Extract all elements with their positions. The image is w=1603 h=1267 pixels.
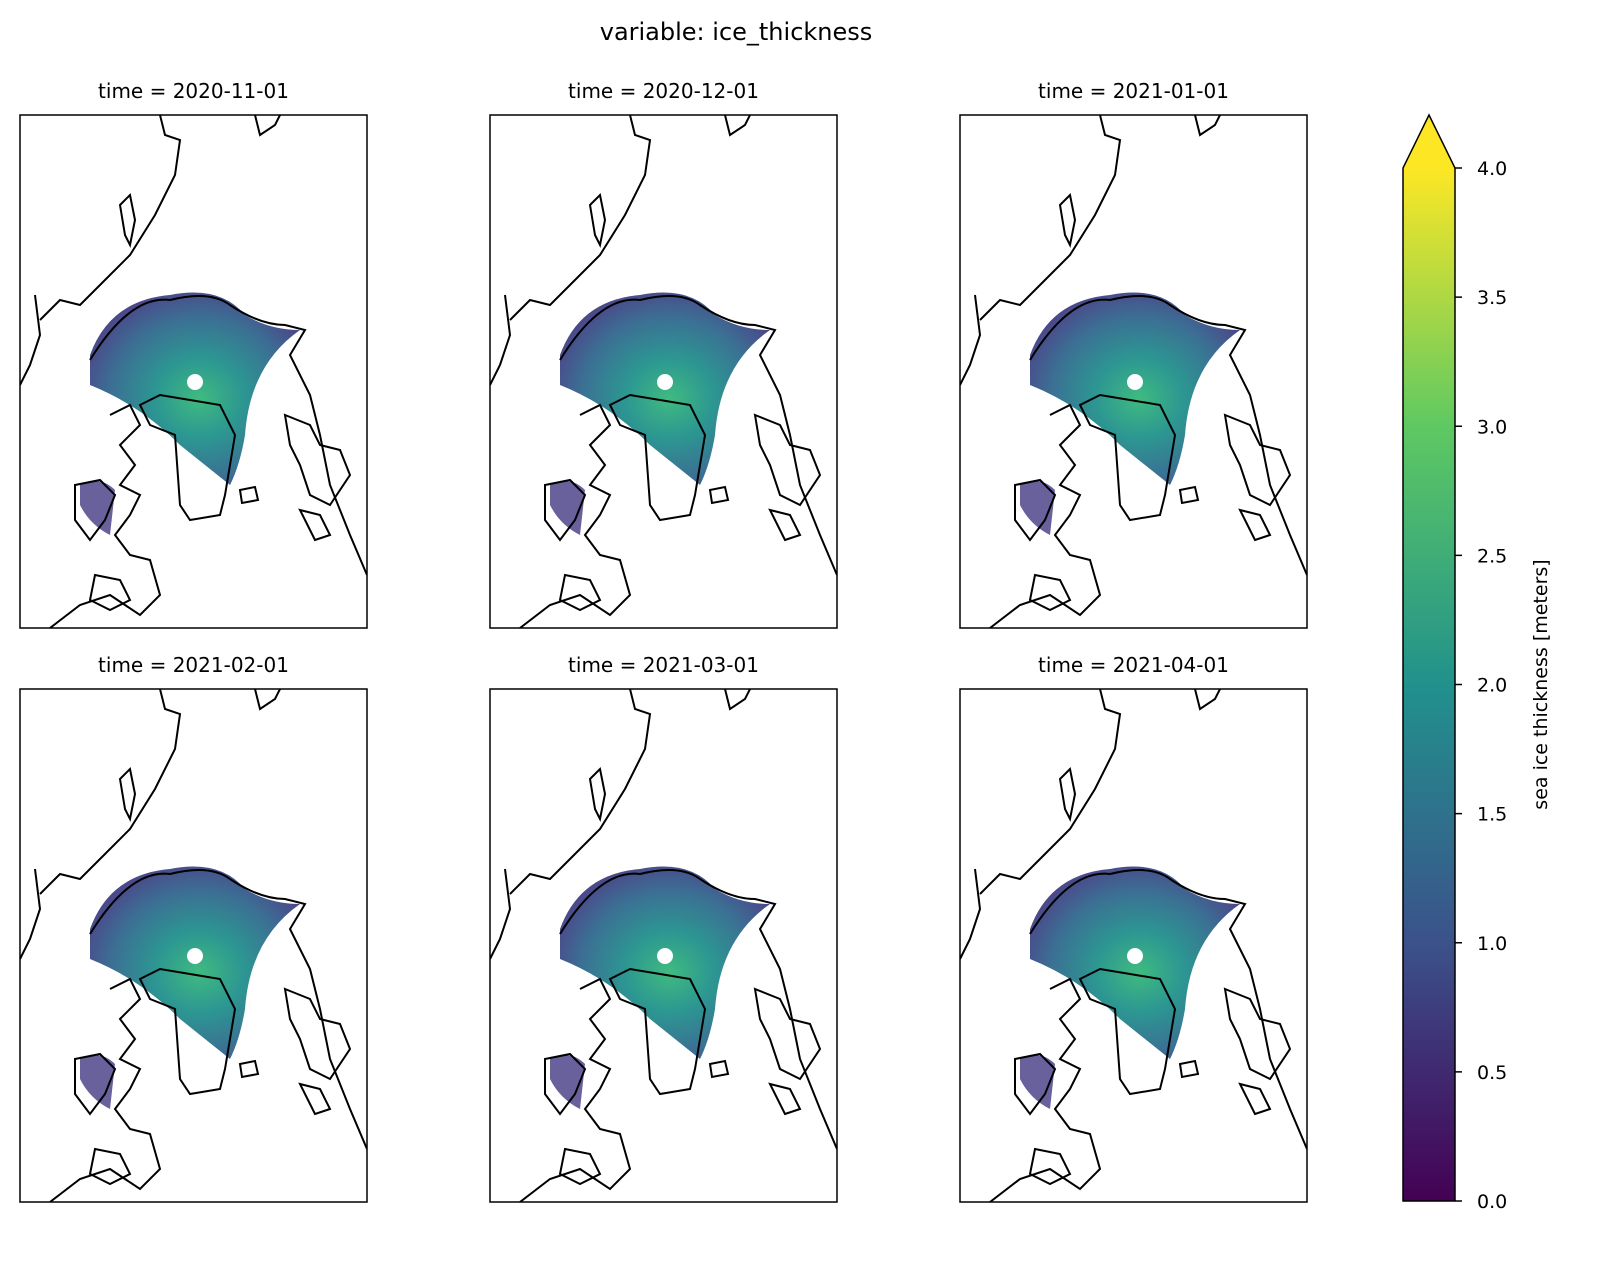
panel-frame [489,114,838,629]
panel-frame [489,688,838,1203]
colorbar-tick-label: 3.5 [1477,287,1507,309]
colorbar-tick-label: 0.0 [1477,1191,1507,1213]
map-panel: time = 2021-01-01 [959,79,1308,629]
panel-title: time = 2021-03-01 [568,653,759,677]
map-panel: time = 2020-12-01 [489,79,838,629]
panel-title: time = 2021-02-01 [98,653,289,677]
map-panel: time = 2020-11-01 [19,79,368,629]
colorbar-tick-label: 1.5 [1477,804,1507,826]
panel-title: time = 2020-12-01 [568,79,759,103]
colorbar-tick-label: 3.0 [1477,416,1507,438]
panel-frame [959,688,1308,1203]
colorbar-tick-label: 4.0 [1477,158,1507,180]
panel-title: time = 2021-01-01 [1038,79,1229,103]
panel-frame [959,114,1308,629]
colorbar-tick-label: 2.0 [1477,675,1507,697]
map [20,115,367,628]
panels: time = 2020-11-01 time = 2020-12-01 time =… [19,79,1308,1203]
map [490,115,837,628]
panel-frame [19,114,368,629]
colorbar-tick-label: 2.5 [1477,545,1507,567]
panel-frame [19,688,368,1203]
panel-title: time = 2021-04-01 [1038,653,1229,677]
map [960,689,1307,1202]
panel-title: time = 2020-11-01 [98,79,289,103]
colorbar-scale [1403,168,1455,1201]
colorbar-tick-label: 0.5 [1477,1062,1507,1084]
colorbar: 0.0 0.5 1.0 1.5 2.0 2.5 3.0 3.5 4.0 sea ice thick… [1402,113,1552,1213]
colorbar-outline [1402,113,1456,1202]
colorbar-label: sea ice thickness [meters] [1530,559,1552,809]
map-panel: time = 2021-02-01 [19,653,368,1203]
map-panel: time = 2021-04-01 [959,653,1308,1203]
colorbar-extend [1403,115,1455,168]
colorbar-tick-label: 1.0 [1477,933,1507,955]
map [960,115,1307,628]
map-panel: time = 2021-03-01 [489,653,838,1203]
figure-title: variable: ice_thickness [600,18,873,46]
map [490,689,837,1202]
map [20,689,367,1202]
